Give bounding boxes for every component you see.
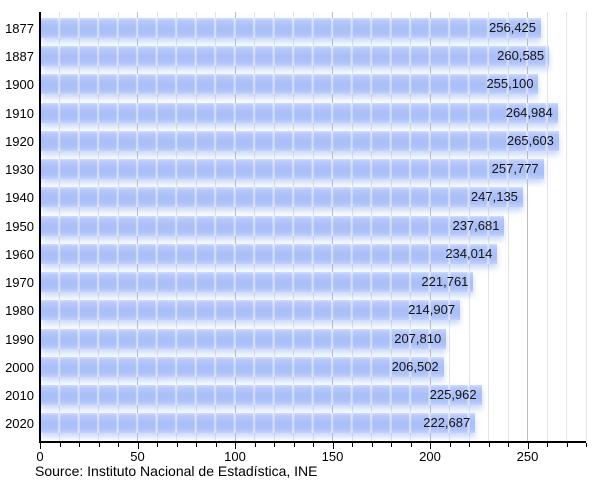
y-tick-label: 1920 <box>5 133 34 149</box>
axis-tick <box>352 443 353 447</box>
axis-tick <box>430 443 431 449</box>
axis-tick <box>40 443 41 449</box>
bar: 257,777 <box>41 159 544 180</box>
y-tick-label: 1877 <box>5 21 34 36</box>
x-tick-label: 100 <box>224 449 246 464</box>
bar-value-label: 265,603 <box>506 132 554 148</box>
axis-tick <box>274 443 275 447</box>
grid-line <box>546 12 548 441</box>
axis-tick <box>371 443 373 447</box>
y-tick-label: 2020 <box>5 416 34 432</box>
x-axis-line <box>39 441 586 443</box>
y-tick-label: 2010 <box>5 388 34 404</box>
grid-line <box>527 12 528 441</box>
x-tick-label: 50 <box>130 449 145 464</box>
bar: 247,135 <box>41 187 523 208</box>
axis-tick <box>313 443 314 447</box>
axis-tick <box>79 443 80 447</box>
bar: 256,425 <box>41 18 542 38</box>
bar-value-label: 221,761 <box>421 274 469 290</box>
axis-tick <box>586 443 587 447</box>
bar-value-label: 206,502 <box>391 358 439 374</box>
axis-tick <box>566 443 568 447</box>
y-tick-label: 1887 <box>5 49 34 65</box>
bar-value-label: 264,984 <box>505 104 553 120</box>
bar-value-label: 207,810 <box>394 330 442 346</box>
bar: 222,687 <box>41 413 476 434</box>
y-tick-label: 1960 <box>5 246 34 262</box>
y-tick-label: 2000 <box>5 359 34 375</box>
x-tick-label: 150 <box>321 449 344 464</box>
bar: 206,502 <box>41 356 444 377</box>
x-tick-label: 0 <box>36 449 44 464</box>
y-tick-label: 1970 <box>5 275 34 291</box>
axis-tick <box>137 443 139 449</box>
axis-tick <box>410 443 412 447</box>
bar: 255,100 <box>41 74 539 95</box>
axis-tick <box>547 443 548 447</box>
bar: 237,681 <box>41 215 505 236</box>
y-tick-label: 1940 <box>5 190 34 206</box>
bar: 265,603 <box>41 130 559 151</box>
bar: 207,810 <box>41 328 447 349</box>
axis-tick <box>293 443 295 447</box>
bar: 260,585 <box>41 46 550 67</box>
bar-value-label: 257,777 <box>491 161 539 177</box>
source-note: Source: Instituto Nacional de Estadístic… <box>35 463 318 479</box>
y-tick-label: 1930 <box>5 162 34 178</box>
bar-value-label: 225,962 <box>429 387 477 403</box>
grid-line <box>507 12 509 441</box>
axis-tick <box>449 443 451 447</box>
axis-tick <box>118 443 119 447</box>
axis-tick <box>488 443 490 447</box>
axis-tick <box>59 443 61 447</box>
axis-tick <box>469 443 470 447</box>
bar-value-label: 260,585 <box>497 48 545 64</box>
y-tick-label: 1980 <box>5 303 34 319</box>
axis-tick <box>98 443 100 447</box>
bar: 264,984 <box>41 102 558 123</box>
axis-tick <box>508 443 509 447</box>
axis-tick <box>157 443 158 447</box>
bar-value-label: 255,100 <box>486 76 534 92</box>
x-tick-label: 200 <box>419 449 441 464</box>
bar-value-label: 214,907 <box>408 302 456 318</box>
y-tick-label: 1900 <box>5 77 34 93</box>
grid-line <box>585 12 587 441</box>
axis-tick <box>254 443 256 447</box>
bar: 225,962 <box>41 385 482 406</box>
y-axis-line <box>39 12 41 441</box>
bar: 214,907 <box>41 300 461 321</box>
bar-value-label: 256,425 <box>489 20 537 35</box>
y-tick-label: 1950 <box>5 218 34 234</box>
axis-tick <box>391 443 392 447</box>
grid-line <box>566 12 567 441</box>
axis-tick <box>176 443 178 447</box>
x-tick-label: 250 <box>516 449 539 464</box>
bar: 221,761 <box>41 272 474 293</box>
axis-tick <box>527 443 529 449</box>
axis-tick <box>235 443 236 449</box>
plot-area: 256,425 260,585 255,100 264,984 265,603 257,7… <box>40 12 587 441</box>
bar-value-label: 247,135 <box>470 189 518 205</box>
axis-tick <box>196 443 197 447</box>
axis-tick <box>215 443 217 447</box>
bar-value-label: 237,681 <box>452 217 500 233</box>
bar-value-label: 234,014 <box>445 245 493 261</box>
y-tick-label: 1910 <box>5 105 34 121</box>
axis-tick <box>332 443 334 449</box>
bar-value-label: 222,687 <box>423 415 471 431</box>
y-tick-label: 1990 <box>5 331 34 347</box>
bar: 234,014 <box>41 243 498 264</box>
